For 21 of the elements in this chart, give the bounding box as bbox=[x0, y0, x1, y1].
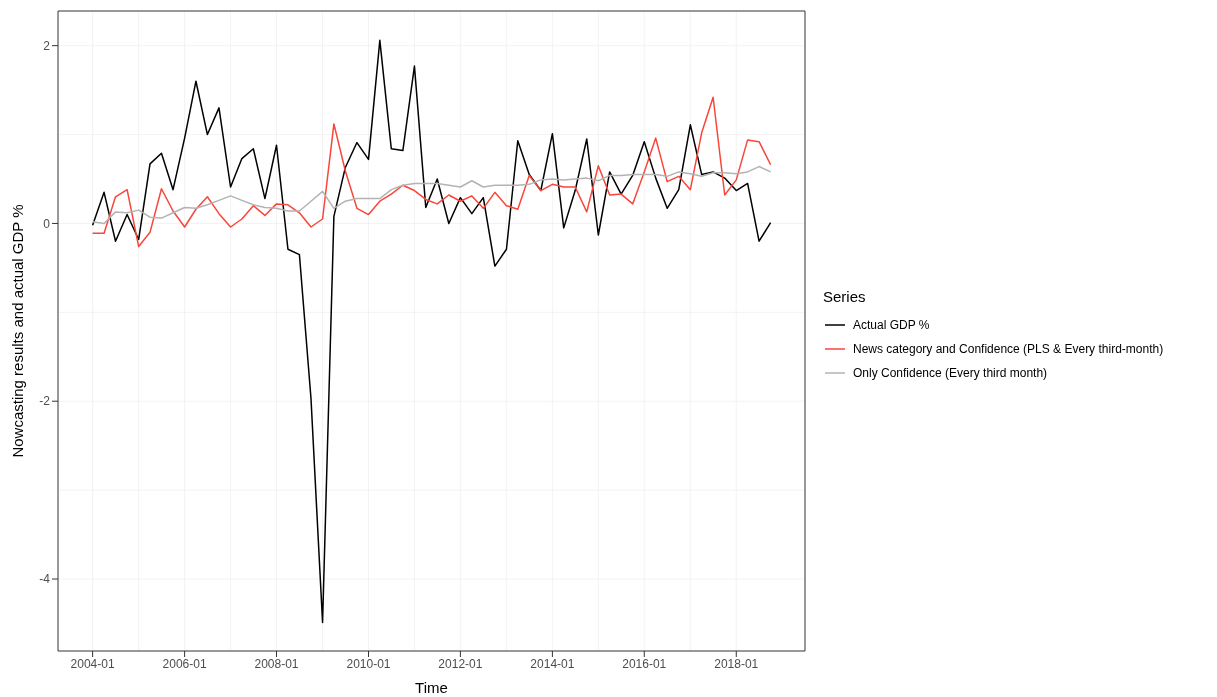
legend-label: Only Confidence (Every third month) bbox=[853, 366, 1048, 380]
y-tick-label: -2 bbox=[39, 394, 51, 409]
x-axis-title: Time bbox=[415, 679, 448, 696]
y-tick-label: 0 bbox=[43, 216, 51, 231]
y-tick-label: 2 bbox=[43, 38, 51, 53]
x-tick-label: 2018-01 bbox=[714, 656, 759, 671]
legend-label: Actual GDP % bbox=[853, 318, 930, 332]
x-tick-label: 2008-01 bbox=[254, 656, 299, 671]
x-tick-label: 2014-01 bbox=[530, 656, 575, 671]
y-tick-label: -4 bbox=[39, 572, 51, 587]
x-tick-label: 2004-01 bbox=[70, 656, 115, 671]
line-series bbox=[91, 165, 772, 225]
x-tick-label: 2012-01 bbox=[438, 656, 483, 671]
line-series bbox=[91, 96, 772, 248]
x-tick-label: 2010-01 bbox=[346, 656, 391, 671]
x-tick-label: 2006-01 bbox=[162, 656, 207, 671]
x-tick-label: 2016-01 bbox=[622, 656, 667, 671]
line-series bbox=[91, 39, 772, 624]
legend-label: News category and Confidence (PLS & Every third-month) bbox=[853, 342, 1164, 356]
legend-title: Series bbox=[823, 288, 867, 305]
y-axis-title: Nowcasting results and actual GDP % bbox=[9, 204, 27, 458]
